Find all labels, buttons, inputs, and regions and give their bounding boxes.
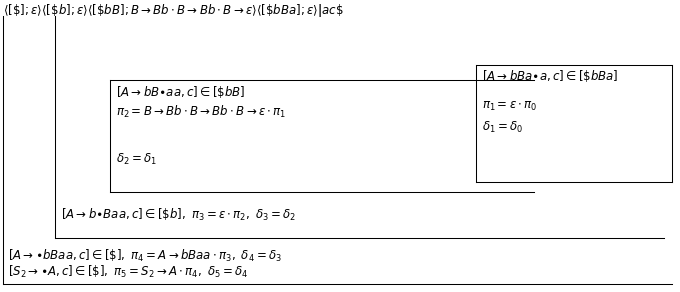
Text: $[A \rightarrow b{\bullet}Baa, c] \in [\$b], \ \pi_3 = \varepsilon \cdot \pi_2, : $[A \rightarrow b{\bullet}Baa, c] \in [\… bbox=[61, 207, 296, 223]
Text: $\pi_1 = \varepsilon \cdot \pi_0$: $\pi_1 = \varepsilon \cdot \pi_0$ bbox=[482, 100, 537, 113]
Text: $[A \rightarrow bBa{\bullet}a, c] \in [\$bBa]$: $[A \rightarrow bBa{\bullet}a, c] \in [\… bbox=[482, 68, 619, 84]
Text: $[S_2 \rightarrow {\bullet}A, c] \in [\$], \ \pi_5 = S_2 \rightarrow A \cdot \pi: $[S_2 \rightarrow {\bullet}A, c] \in [\$… bbox=[8, 264, 248, 280]
Text: $\delta_1 = \delta_0$: $\delta_1 = \delta_0$ bbox=[482, 120, 523, 135]
Text: $\delta_2 = \delta_1$: $\delta_2 = \delta_1$ bbox=[116, 152, 157, 167]
Text: $[A \rightarrow bB{\bullet}aa, c] \in [\$bB]$: $[A \rightarrow bB{\bullet}aa, c] \in [\… bbox=[116, 84, 245, 100]
Text: $[A \rightarrow {\bullet}bBaa, c] \in [\$], \ \pi_4 = A \rightarrow bBaa \cdot \: $[A \rightarrow {\bullet}bBaa, c] \in [\… bbox=[8, 248, 282, 264]
Text: $\pi_2 = B \rightarrow Bb \cdot B \rightarrow Bb \cdot B \rightarrow \varepsilon: $\pi_2 = B \rightarrow Bb \cdot B \right… bbox=[116, 104, 286, 120]
Text: $\langle[\$];\varepsilon\rangle\langle[\$b];\varepsilon\rangle\langle[\$bB];B \r: $\langle[\$];\varepsilon\rangle\langle[\… bbox=[3, 2, 344, 19]
